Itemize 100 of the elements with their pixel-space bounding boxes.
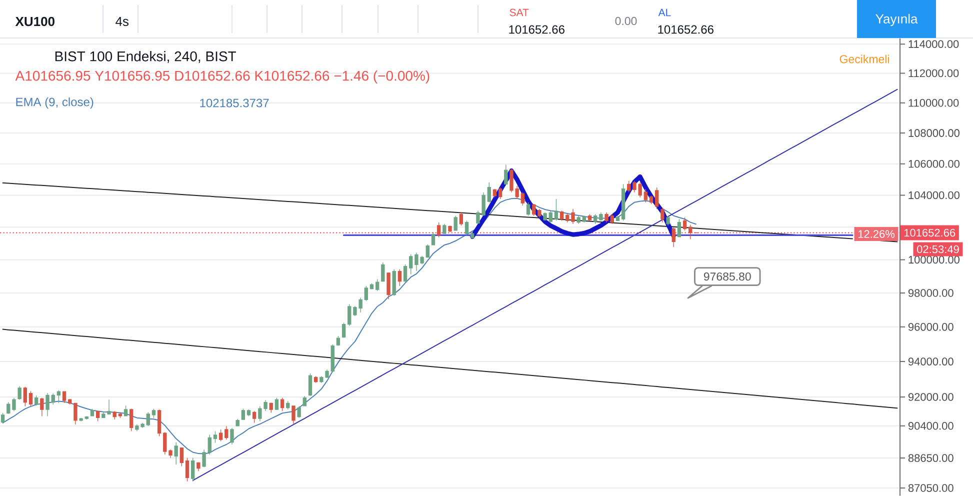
candlestick (571, 208, 575, 224)
candlestick (454, 215, 458, 231)
y-tick-label: 108000.00 (908, 129, 960, 137)
candlestick (84, 416, 88, 420)
annotation: 12.26% (858, 230, 895, 238)
candlestick (213, 430, 218, 444)
candlestick (274, 397, 279, 410)
candlestick (74, 402, 78, 425)
candlestick (448, 225, 452, 232)
candlestick (68, 398, 72, 405)
candlestick (236, 418, 240, 427)
candlestick (660, 207, 664, 223)
text: SAT (510, 8, 529, 16)
text: 101652.66 (658, 25, 714, 34)
candlestick (252, 410, 256, 424)
y-tick-label: 112000.00 (908, 69, 959, 78)
candlestick (666, 215, 670, 226)
candlestick (532, 204, 536, 216)
candlestick (157, 409, 162, 437)
candlestick (498, 187, 502, 200)
candlestick (208, 434, 212, 455)
candlestick (79, 417, 83, 422)
candlestick (28, 390, 33, 407)
text: 101652.66 (509, 25, 564, 34)
candlestick (6, 402, 10, 414)
text: BIST 100 Endeksi, 240, BIST (55, 51, 236, 63)
candlestick (610, 214, 614, 224)
candlestick (459, 212, 464, 226)
y-tick-label: 98000.00 (908, 289, 954, 297)
y-tick-label: 114000.00 (908, 40, 959, 48)
candlestick (112, 410, 116, 420)
candlestick (398, 268, 402, 286)
candlestick (23, 386, 28, 407)
y-tick-label: 88650.00 (908, 454, 954, 462)
candlestick (46, 392, 50, 417)
candlestick (130, 408, 134, 432)
candlestick (364, 286, 368, 302)
candlestick (146, 412, 150, 427)
candlestick (554, 198, 558, 222)
candlestick (403, 264, 408, 282)
candlestick (594, 214, 598, 224)
candlestick (218, 429, 223, 442)
candlestick (308, 373, 312, 396)
candlestick (348, 304, 352, 326)
candlestick (616, 215, 620, 222)
candlestick (152, 408, 156, 418)
candlestick (314, 376, 318, 384)
candlestick (520, 192, 525, 206)
candlestick (649, 195, 654, 204)
candlestick (492, 188, 497, 198)
candlestick (269, 402, 273, 414)
candlestick (566, 214, 570, 223)
candlestick (426, 244, 430, 258)
y-tick-label: 94000.00 (908, 358, 954, 366)
candlestick (56, 390, 61, 404)
candlestick (599, 212, 603, 222)
text: EMA (9, close) (16, 97, 94, 109)
candlestick (336, 336, 340, 346)
line-series (2, 198, 696, 454)
annotation: 97685.80 (704, 272, 751, 281)
y-tick-label: 104000.00 (908, 191, 960, 200)
candlestick (621, 184, 626, 222)
candlestick (342, 322, 346, 338)
candlestick (185, 457, 190, 482)
candlestick (682, 217, 687, 231)
candlestick (297, 406, 301, 418)
text: 4s (116, 16, 129, 26)
y-tick-label: 87050.00 (908, 484, 954, 492)
candlestick (672, 226, 676, 248)
candlestick (381, 262, 385, 282)
candlestick (627, 180, 631, 193)
candlestick (582, 215, 586, 223)
candlestick (202, 449, 206, 468)
candlestick (180, 447, 184, 467)
candlestick (560, 210, 564, 222)
candlestick (548, 210, 552, 223)
candlestick (677, 218, 682, 238)
candlestick (543, 212, 547, 222)
text: XU100 (15, 16, 54, 26)
annotation: 102185.3737 (200, 98, 269, 108)
candlestick (576, 215, 580, 224)
candlestick (526, 202, 530, 216)
text: A101656.95 Y101656.95 D101652.66 K101652.66 −1.46 (−0.00%) (15, 70, 430, 84)
candlestick (0, 412, 5, 424)
candlestick (392, 268, 396, 296)
candlestick (375, 278, 380, 292)
candlestick (286, 400, 290, 410)
ref-line-label: 101652.66 (904, 228, 956, 237)
candlestick (90, 408, 94, 417)
candlestick (34, 395, 38, 406)
candlestick (688, 224, 692, 240)
candlestick (538, 208, 542, 218)
candlestick (386, 272, 390, 300)
candlestick (196, 462, 200, 472)
line-series (470, 168, 676, 239)
text: AL (658, 8, 671, 16)
candlestick (124, 405, 128, 417)
candlestick (191, 457, 195, 482)
candlestick (588, 214, 592, 222)
candlestick (604, 212, 608, 223)
